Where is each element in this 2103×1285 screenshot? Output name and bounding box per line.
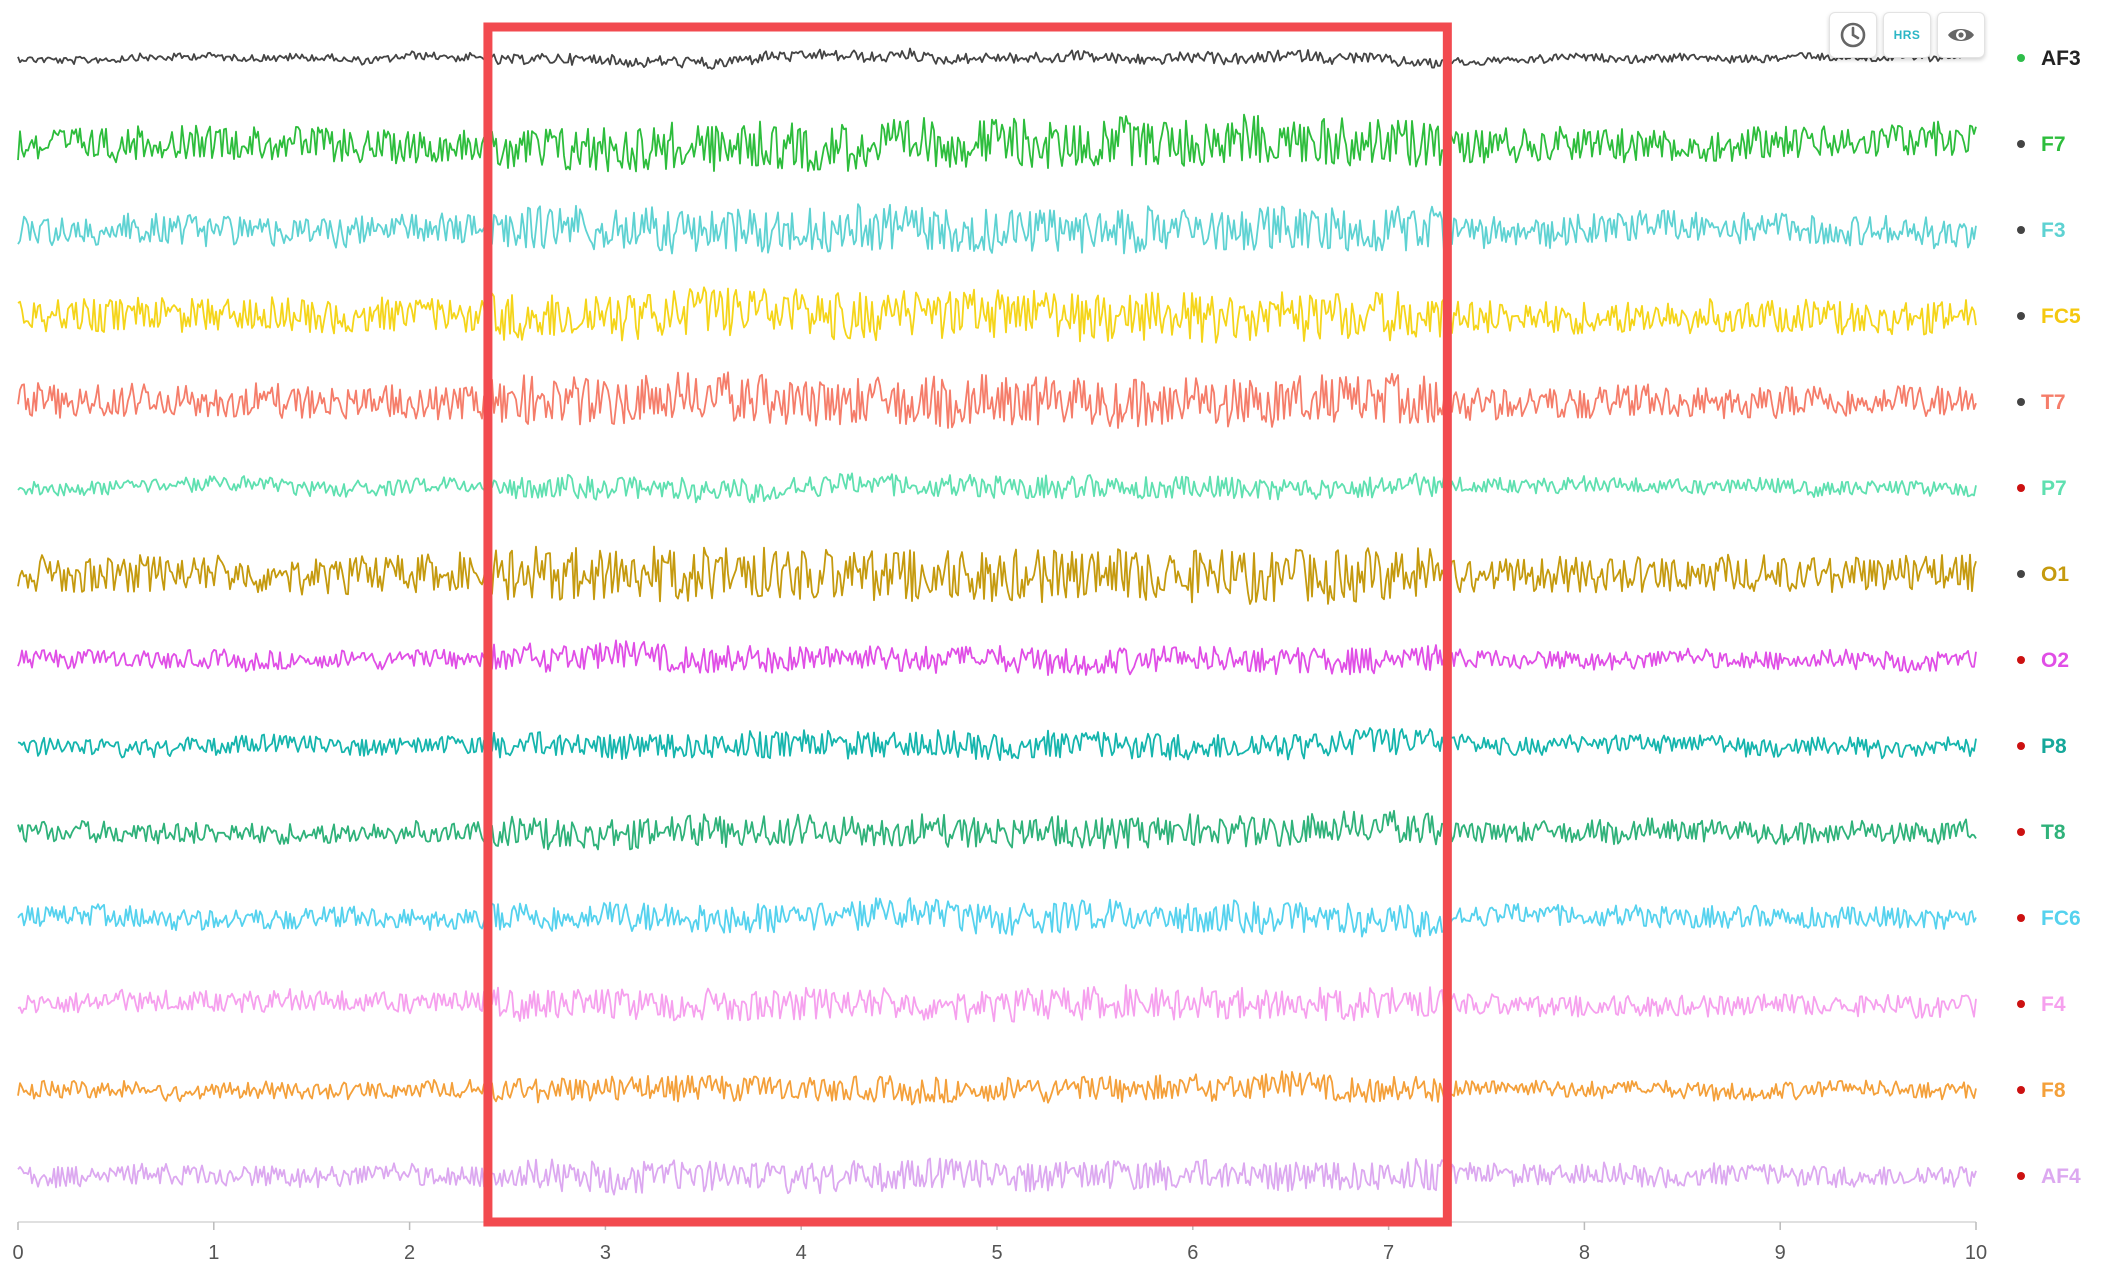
trace-fc6 — [17, 897, 1977, 938]
trace-t8 — [17, 809, 1977, 851]
channel-label-fc6[interactable]: FC6 — [2041, 907, 2081, 930]
trace-f3 — [17, 203, 1977, 255]
status-dot-p7 — [2017, 484, 2025, 492]
trace-t7 — [17, 371, 1977, 429]
status-dot-f4 — [2017, 1000, 2025, 1008]
channel-label-f4[interactable]: F4 — [2041, 993, 2066, 1016]
channel-label-f3[interactable]: F3 — [2041, 219, 2066, 242]
status-dot-f7 — [2017, 140, 2025, 148]
channel-label-t7[interactable]: T7 — [2041, 391, 2066, 414]
status-dot-p8 — [2017, 742, 2025, 750]
trace-o2 — [17, 639, 1977, 676]
x-axis: 0 1 2 3 4 5 6 7 8 9 10 — [12, 1221, 1987, 1264]
x-tick-label: 0 — [12, 1242, 23, 1264]
status-dot-f8 — [2017, 1086, 2025, 1094]
channel-label-af3[interactable]: AF3 — [2041, 47, 2081, 70]
trace-o1 — [17, 545, 1977, 605]
x-tick-label: 9 — [1775, 1242, 1786, 1264]
channel-label-t8[interactable]: T8 — [2041, 821, 2066, 844]
channel-label-p8[interactable]: P8 — [2041, 735, 2067, 758]
channel-label-p7[interactable]: P7 — [2041, 477, 2067, 500]
channel-label-f7[interactable]: F7 — [2041, 133, 2066, 156]
history-button[interactable] — [1829, 12, 1877, 58]
eye-icon — [1948, 29, 1974, 41]
x-tick-label: 7 — [1383, 1242, 1394, 1264]
status-dot-af4 — [2017, 1172, 2025, 1180]
trace-af3 — [17, 47, 1976, 70]
hrs-button[interactable]: HRS — [1883, 12, 1931, 58]
view-button[interactable] — [1937, 12, 1985, 58]
x-tick-label: 5 — [991, 1242, 1002, 1264]
x-tick-label: 3 — [600, 1242, 611, 1264]
trace-f7 — [17, 113, 1977, 173]
channel-label-af4[interactable]: AF4 — [2041, 1165, 2081, 1188]
highlight-region[interactable] — [483, 22, 1452, 1227]
x-tick-label: 8 — [1579, 1242, 1590, 1264]
x-tick-label: 2 — [404, 1242, 415, 1264]
eeg-traces — [17, 47, 1977, 1196]
channel-label-o1[interactable]: O1 — [2041, 563, 2069, 586]
trace-af4 — [17, 1157, 1977, 1196]
status-dot-t7 — [2017, 398, 2025, 406]
trace-f8 — [17, 1070, 1977, 1106]
trace-p7 — [17, 472, 1977, 504]
x-tick-label: 1 — [208, 1242, 219, 1264]
channel-label-o2[interactable]: O2 — [2041, 649, 2069, 672]
status-dot-t8 — [2017, 828, 2025, 836]
status-dot-fc6 — [2017, 914, 2025, 922]
x-tick-label: 4 — [796, 1242, 807, 1264]
chart-toolbar: HRS — [1829, 12, 1985, 58]
channel-legend: AF3 F7 F3 FC5 T7 P7 O1 O2 P8 T8 FC6 F4 F8 AF4 — [2017, 47, 2081, 1188]
hrs-label: HRS — [1893, 28, 1921, 42]
x-tick-label: 10 — [1965, 1242, 1987, 1264]
status-dot-fc5 — [2017, 312, 2025, 320]
channel-label-fc5[interactable]: FC5 — [2041, 305, 2081, 328]
status-dot-f3 — [2017, 226, 2025, 234]
status-dot-af3 — [2017, 54, 2025, 62]
status-dot-o2 — [2017, 656, 2025, 664]
status-dot-o1 — [2017, 570, 2025, 578]
clock-icon — [1840, 22, 1866, 48]
trace-p8 — [17, 727, 1977, 761]
channel-label-f8[interactable]: F8 — [2041, 1079, 2066, 1102]
x-tick-label: 6 — [1187, 1242, 1198, 1264]
trace-fc5 — [17, 286, 1977, 344]
trace-f4 — [17, 984, 1977, 1023]
